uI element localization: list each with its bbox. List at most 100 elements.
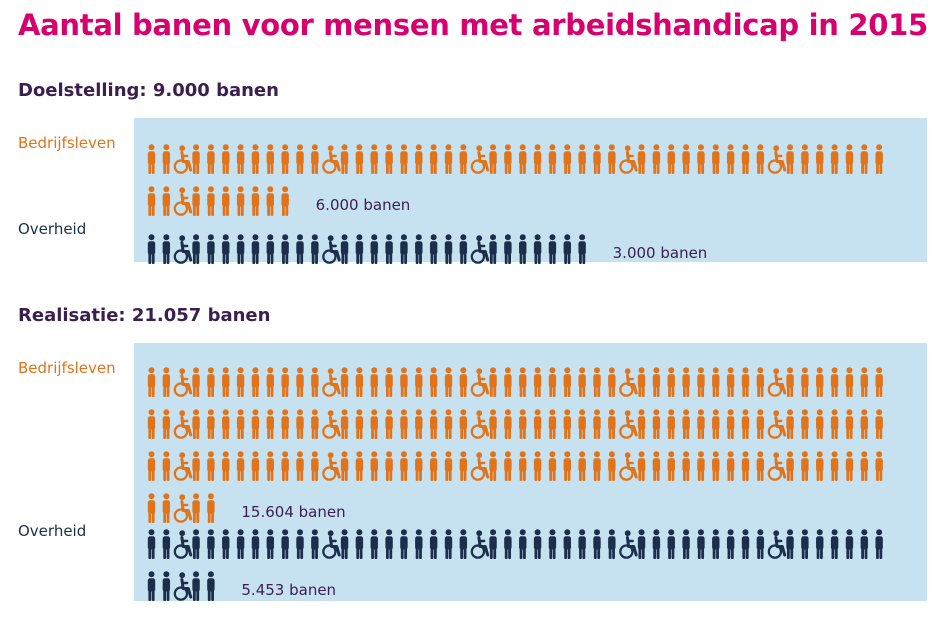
- person-icon: [400, 451, 408, 481]
- person-icon: [147, 451, 156, 481]
- person-icon: [756, 529, 765, 559]
- person-icon: [697, 144, 705, 174]
- person-icon: [266, 186, 274, 216]
- person-icon: [682, 367, 690, 397]
- wheelchair-icon: [767, 368, 787, 397]
- person-icon: [251, 367, 260, 397]
- person-icon: [608, 409, 616, 439]
- person-icon: [222, 451, 230, 481]
- person-icon: [385, 367, 393, 397]
- person-icon: [444, 144, 453, 174]
- person-icon: [340, 409, 349, 439]
- person-icon: [266, 409, 274, 439]
- person-icon: [741, 409, 750, 439]
- person-icon: [563, 234, 571, 264]
- wheelchair-icon: [619, 410, 638, 439]
- person-icon: [281, 144, 289, 174]
- person-icon: [415, 529, 423, 559]
- person-icon: [385, 451, 393, 481]
- pictogram-realisatie: [147, 367, 883, 601]
- person-icon: [533, 529, 542, 559]
- person-icon: [504, 451, 512, 481]
- person-icon: [429, 529, 438, 559]
- person-icon: [756, 451, 765, 481]
- person-icon: [563, 367, 571, 397]
- person-icon: [251, 234, 260, 264]
- person-icon: [667, 409, 675, 439]
- person-icon: [251, 409, 260, 439]
- person-icon: [459, 529, 468, 559]
- person-icon: [162, 529, 171, 559]
- person-icon: [489, 234, 497, 264]
- person-icon: [207, 529, 215, 559]
- person-icon: [355, 409, 364, 439]
- person-icon: [830, 144, 839, 174]
- person-icon: [192, 409, 200, 439]
- person-icon: [712, 529, 720, 559]
- person-icon: [355, 367, 364, 397]
- person-icon: [429, 144, 438, 174]
- person-icon: [415, 144, 423, 174]
- person-icon: [222, 367, 230, 397]
- person-icon: [355, 451, 364, 481]
- person-icon: [296, 367, 304, 397]
- person-icon: [578, 234, 586, 264]
- person-icon: [756, 144, 765, 174]
- person-icon: [637, 451, 646, 481]
- person-icon: [712, 409, 720, 439]
- person-icon: [192, 571, 200, 601]
- person-icon: [207, 409, 215, 439]
- person-icon: [875, 144, 883, 174]
- person-icon: [311, 529, 319, 559]
- person-icon: [563, 144, 571, 174]
- person-icon: [415, 451, 423, 481]
- person-icon: [222, 409, 230, 439]
- person-icon: [281, 409, 289, 439]
- person-icon: [726, 409, 735, 439]
- person-icon: [786, 367, 794, 397]
- person-icon: [340, 367, 349, 397]
- person-icon: [801, 451, 809, 481]
- person-icon: [712, 144, 720, 174]
- wheelchair-icon: [470, 452, 490, 481]
- person-icon: [726, 529, 735, 559]
- person-icon: [548, 234, 557, 264]
- person-icon: [741, 144, 750, 174]
- person-icon: [548, 144, 557, 174]
- person-icon: [637, 409, 646, 439]
- person-icon: [370, 144, 378, 174]
- person-icon: [236, 367, 245, 397]
- wheelchair-icon: [322, 410, 341, 439]
- person-icon: [830, 529, 839, 559]
- person-icon: [207, 186, 215, 216]
- person-icon: [415, 234, 423, 264]
- person-icon: [652, 144, 661, 174]
- person-icon: [519, 529, 527, 559]
- person-icon: [489, 529, 497, 559]
- person-icon: [147, 144, 156, 174]
- wheelchair-icon: [173, 494, 193, 523]
- label-overheid-realisatie: Overheid: [18, 522, 87, 540]
- person-icon: [400, 234, 408, 264]
- person-icon: [459, 409, 468, 439]
- person-icon: [385, 234, 393, 264]
- person-icon: [370, 529, 378, 559]
- person-icon: [311, 234, 319, 264]
- person-icon: [207, 234, 215, 264]
- person-icon: [801, 367, 809, 397]
- person-icon: [192, 493, 200, 523]
- person-icon: [444, 234, 453, 264]
- person-icon: [860, 529, 868, 559]
- person-icon: [667, 367, 675, 397]
- person-icon: [207, 571, 215, 601]
- section-title-doelstelling: Doelstelling: 9.000 banen: [18, 80, 279, 101]
- wheelchair-icon: [173, 235, 193, 264]
- person-icon: [385, 529, 393, 559]
- person-icon: [429, 234, 438, 264]
- wheelchair-icon: [173, 145, 193, 174]
- person-icon: [786, 144, 794, 174]
- person-icon: [682, 451, 690, 481]
- person-icon: [652, 529, 661, 559]
- person-icon: [489, 367, 497, 397]
- person-icon: [251, 529, 260, 559]
